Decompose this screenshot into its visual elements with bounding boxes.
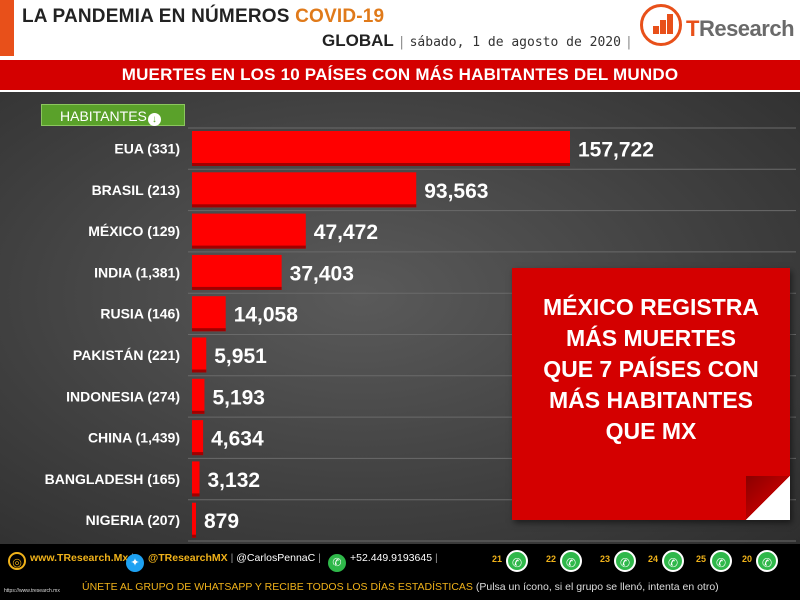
- bar: [192, 296, 226, 332]
- bar-shadow: [192, 493, 200, 497]
- whatsapp-icon: ✆: [710, 550, 732, 572]
- twitter-icon: ✦: [126, 554, 144, 572]
- header: LA PANDEMIA EN NÚMEROS COVID-19 GLOBAL | s…: [0, 0, 800, 56]
- bar-shadow: [192, 245, 306, 249]
- category-label: INDIA (1,381): [94, 264, 180, 280]
- category-label: RUSIA (146): [100, 306, 180, 322]
- value-label: 47,472: [314, 221, 378, 244]
- bar: [192, 131, 570, 166]
- title-accent: COVID-19: [295, 6, 385, 27]
- whatsapp-icon: ✆: [560, 550, 582, 572]
- value-label: 3,132: [208, 469, 261, 492]
- category-label: BRASIL (213): [92, 182, 180, 198]
- callout-line: QUE MX: [605, 418, 697, 444]
- arrow-down-icon: ↓: [147, 113, 161, 126]
- bar: [192, 378, 205, 414]
- logo-chart-icon: [640, 4, 682, 46]
- category-label: INDONESIA (274): [66, 388, 180, 404]
- page-title: LA PANDEMIA EN NÚMEROS COVID-19: [22, 6, 384, 28]
- bar: [192, 461, 200, 497]
- value-label: 93,563: [424, 180, 488, 203]
- cta-text: ÚNETE AL GRUPO DE WHATSAPP Y RECIBE TODO…: [82, 581, 473, 593]
- whatsapp-icon: ✆: [662, 550, 684, 572]
- value-label: 5,951: [214, 345, 267, 368]
- tiny-url[interactable]: https://www.tresearch.mx: [4, 588, 60, 594]
- value-label: 37,403: [290, 262, 354, 285]
- callout-line: MÉXICO REGISTRA: [543, 294, 759, 320]
- callout-line: QUE 7 PAÍSES CON: [543, 356, 759, 382]
- date-label: sábado, 1 de agosto de 2020: [409, 35, 621, 50]
- bar-shadow: [192, 286, 282, 290]
- bar-shadow: [192, 410, 205, 414]
- bar-shadow: [192, 369, 207, 373]
- value-label: 4,634: [211, 428, 264, 451]
- category-label: BANGLADESH (165): [45, 471, 180, 487]
- bar: [192, 337, 207, 373]
- value-label: 157,722: [578, 139, 654, 162]
- logo-wordmark: TResearch: [686, 16, 795, 41]
- website-link[interactable]: ◎www.TResearch.Mx |: [8, 552, 134, 570]
- category-label: PAKISTÁN (221): [73, 347, 180, 363]
- separator: |: [624, 35, 633, 50]
- bar-shadow: [192, 328, 226, 332]
- whatsapp-icon: ✆: [328, 554, 346, 572]
- bar: [192, 172, 417, 208]
- bar-shadow: [192, 452, 204, 456]
- page-curl: [746, 476, 790, 520]
- chart-banner: MUERTES EN LOS 10 PAÍSES CON MÁS HABITAN…: [0, 60, 800, 90]
- header-subtitle: GLOBAL | sábado, 1 de agosto de 2020 |: [322, 31, 637, 51]
- bar: [192, 254, 282, 290]
- category-label: CHINA (1,439): [88, 430, 180, 446]
- bar: [192, 502, 196, 538]
- callout-line: MÁS HABITANTES: [548, 387, 753, 413]
- tresearch-logo[interactable]: TResearch: [640, 2, 798, 54]
- twitter-link[interactable]: ✦ @TResearchMX | @CarlosPennaC |: [126, 552, 321, 572]
- bar-shadow: [192, 204, 417, 208]
- bar-shadow: [192, 163, 570, 166]
- bar-chart: EUA (331) 157,722 BRASIL (213) 93,563 MÉXICO…: [45, 127, 796, 542]
- category-label: MÉXICO (129): [88, 223, 180, 239]
- value-label: 5,193: [212, 386, 265, 409]
- footer: ◎www.TResearch.Mx | ✦@TResearchMX | @Car…: [0, 544, 800, 600]
- habitantes-label: HABITANTES: [60, 108, 147, 124]
- bar: [192, 213, 306, 249]
- whatsapp-icon: ✆: [614, 550, 636, 572]
- habitantes-tag: HABITANTES ↓: [41, 104, 185, 126]
- callout-box: MÉXICO REGISTRA MÁS MUERTES QUE 7 PAÍSES…: [512, 268, 790, 520]
- callout-line: MÁS MUERTES: [566, 325, 736, 351]
- bar-shadow: [192, 534, 196, 538]
- scope-label: GLOBAL: [322, 31, 394, 50]
- title-main: LA PANDEMIA EN NÚMEROS: [22, 6, 290, 27]
- footer-contact-row: ◎www.TResearch.Mx | ✦@TResearchMX | @Car…: [0, 544, 800, 574]
- separator: |: [397, 35, 406, 50]
- cta-note: (Pulsa un ícono, si el grupo se llenó, i…: [475, 581, 719, 593]
- header-accent-bar: [0, 0, 14, 56]
- value-label: 879: [204, 510, 239, 533]
- bar: [192, 420, 204, 456]
- category-label: EUA (331): [114, 141, 180, 157]
- footer-cta: ÚNETE AL GRUPO DE WHATSAPP Y RECIBE TODO…: [82, 581, 719, 593]
- category-label: NIGERIA (207): [86, 512, 180, 528]
- globe-icon: ◎: [8, 552, 26, 570]
- value-label: 14,058: [234, 304, 299, 327]
- whatsapp-icon: ✆: [756, 550, 778, 572]
- callout-text: MÉXICO REGISTRA MÁS MUERTES QUE 7 PAÍSES…: [512, 292, 790, 447]
- whatsapp-icon: ✆: [506, 550, 528, 572]
- phone-link[interactable]: ✆ +52.449.9193645 |: [328, 552, 438, 572]
